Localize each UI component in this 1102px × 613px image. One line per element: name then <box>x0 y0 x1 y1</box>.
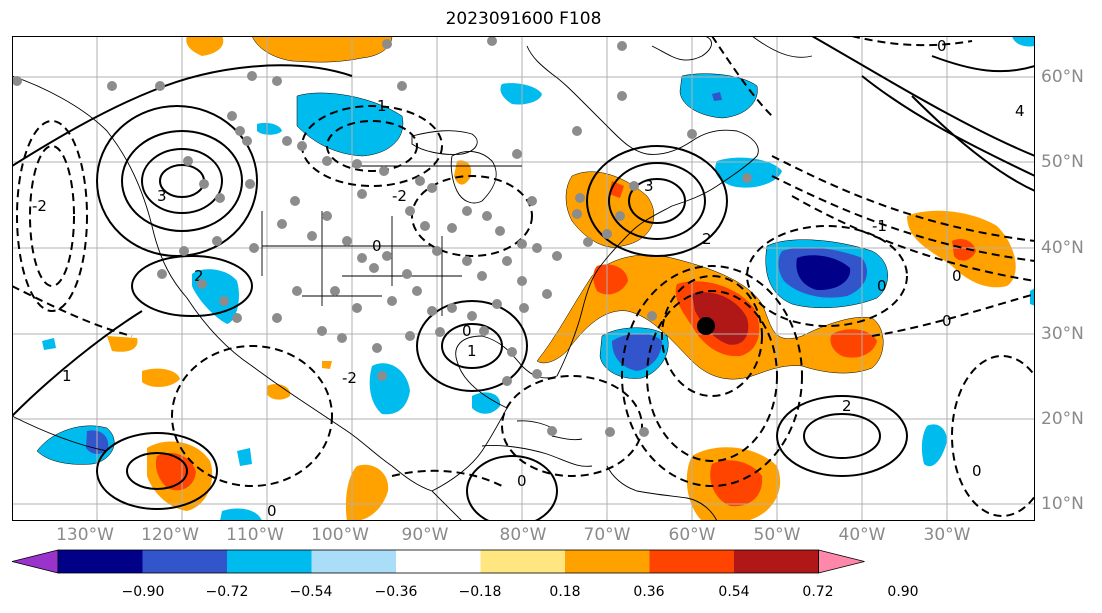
contour-label-group: 3 2 1 0 -2 3 0 1 2 -1 0 4 0 2 1 -2 0 0 -… <box>32 37 1025 520</box>
chart-title: 2023091600 F108 <box>445 9 602 29</box>
contour-label: 0 <box>942 312 952 330</box>
contour-label: -2 <box>32 197 47 215</box>
contour-label: 2 <box>702 230 712 248</box>
lat-label: 60°N <box>1041 67 1084 87</box>
colorbar-segment <box>480 550 565 573</box>
lat-label: 30°N <box>1041 324 1084 344</box>
lon-label: 90°W <box>401 525 449 545</box>
contour-label: 0 <box>877 277 887 295</box>
lat-label: 10°N <box>1041 494 1084 514</box>
colorbar-tick: −0.36 <box>374 584 418 600</box>
colorbar-segment <box>227 550 312 573</box>
colorbar-segment <box>649 550 734 573</box>
contour-label: -2 <box>392 187 407 205</box>
contour-label: -2 <box>342 369 357 387</box>
contour-label: 3 <box>644 177 654 195</box>
colorbar-segments <box>11 549 865 574</box>
colorbar-segment <box>565 550 650 573</box>
colorbar-tick: 0.54 <box>718 584 750 600</box>
contour-label: 0 <box>952 267 962 285</box>
map-panel: 3 2 1 0 -2 3 0 1 2 -1 0 4 0 2 1 -2 0 0 -… <box>12 36 1035 521</box>
colorbar-extend-low <box>11 549 59 574</box>
lon-label: 80°W <box>499 525 547 545</box>
colorbar-segment <box>58 550 143 573</box>
contour-label: 0 <box>267 502 277 520</box>
lon-label: 70°W <box>583 525 631 545</box>
storm-center-marker <box>697 317 715 335</box>
colorbar-tick: 0.36 <box>633 584 665 600</box>
colorbar-tick: 0.18 <box>549 584 581 600</box>
lat-label: 20°N <box>1041 409 1084 429</box>
colorbar <box>11 549 865 574</box>
lon-label: 40°W <box>838 525 886 545</box>
lon-label: 120°W <box>141 525 199 545</box>
contour-label: 1 <box>377 97 387 115</box>
colorbar-segment <box>396 550 481 573</box>
contour-label: 1 <box>62 367 72 385</box>
station-dots <box>12 36 752 437</box>
colorbar-tick: −0.54 <box>289 584 333 600</box>
colorbar-tick: 0.72 <box>802 584 834 600</box>
colorbar-extend-high <box>818 549 865 574</box>
colorbar-tick: 0.90 <box>887 584 919 600</box>
contour-label: 0 <box>972 462 982 480</box>
colorbar-segment <box>311 550 396 573</box>
colorbar-segment <box>142 550 227 573</box>
colorbar-tick: −0.90 <box>121 584 165 600</box>
lon-label: 110°W <box>226 525 284 545</box>
contour-label: 4 <box>1015 102 1025 120</box>
lon-label: 50°W <box>753 525 801 545</box>
colorbar-tick: −0.72 <box>205 584 249 600</box>
lon-label: 130°W <box>56 525 114 545</box>
contour-label: 3 <box>157 187 167 205</box>
contour-label: 2 <box>842 397 852 415</box>
contour-label: 0 <box>462 322 472 340</box>
contour-label: 1 <box>467 342 477 360</box>
colorbar-outline <box>57 549 819 574</box>
colorbar-segment <box>734 550 819 573</box>
contour-label: 2 <box>194 267 204 285</box>
lon-label: 30°W <box>923 525 971 545</box>
colorbar-tick: −0.18 <box>458 584 502 600</box>
lon-label: 100°W <box>311 525 369 545</box>
contour-label: -1 <box>872 217 887 235</box>
lat-label: 50°N <box>1041 152 1084 172</box>
contours-positive <box>12 36 1035 521</box>
lat-label: 40°N <box>1041 238 1084 258</box>
lon-label: 60°W <box>668 525 716 545</box>
contour-label: 0 <box>937 37 947 55</box>
contours-negative <box>12 36 1035 517</box>
contour-label: 0 <box>517 472 527 490</box>
contour-label: 0 <box>372 237 382 255</box>
